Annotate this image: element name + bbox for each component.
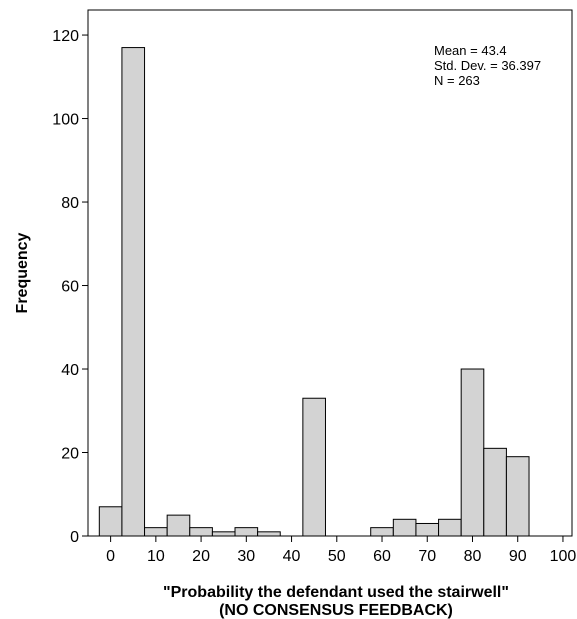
y-axis-title: Frequency xyxy=(14,232,31,313)
histogram-bar xyxy=(121,47,146,537)
y-tick-label: 60 xyxy=(61,279,79,296)
histogram-bar xyxy=(166,514,191,537)
histogram-bar xyxy=(460,368,485,537)
stat-mean: Mean = 43.4 xyxy=(434,43,507,58)
x-tick-label: 90 xyxy=(509,548,527,565)
plot-frame xyxy=(87,9,573,537)
histogram-bar xyxy=(505,456,530,537)
histogram-bar xyxy=(234,527,259,537)
axes-group xyxy=(87,9,573,537)
x-tick-label: 70 xyxy=(418,548,436,565)
histogram-bar xyxy=(98,506,123,537)
x-tick-label: 10 xyxy=(147,548,165,565)
x-tick-label: 0 xyxy=(106,548,115,565)
x-tick-label: 30 xyxy=(237,548,255,565)
histogram-bar xyxy=(392,518,417,537)
y-tick-label: 100 xyxy=(52,112,79,129)
x-tick-label: 60 xyxy=(373,548,391,565)
histogram-bar xyxy=(144,527,168,537)
bars-group xyxy=(98,47,530,537)
histogram-bar xyxy=(211,531,236,537)
histogram-bar xyxy=(483,447,507,537)
x-tick-label: 50 xyxy=(328,548,346,565)
stat-n: N = 263 xyxy=(434,73,480,88)
histogram-bar xyxy=(257,531,281,537)
histogram-bar xyxy=(415,522,440,537)
stat-std-dev: Std. Dev. = 36.397 xyxy=(434,58,541,73)
x-tick-label: 100 xyxy=(550,548,577,565)
histogram-bar xyxy=(302,397,326,537)
y-tick-label: 20 xyxy=(61,446,79,463)
x-tick-label: 40 xyxy=(283,548,301,565)
x-axis-title-line2: (NO CONSENSUS FEEDBACK) xyxy=(219,602,453,619)
x-tick-label: 80 xyxy=(464,548,482,565)
ticks-group: 0 20 40 60 80 100 120 0 10 20 30 40 50 60 70 80 90 100 xyxy=(52,28,576,565)
y-tick-label: 40 xyxy=(61,362,79,379)
y-tick-label: 120 xyxy=(52,28,79,45)
y-tick-label: 80 xyxy=(61,195,79,212)
x-tick-label: 20 xyxy=(192,548,210,565)
histogram-bar xyxy=(438,518,462,537)
y-tick-label: 0 xyxy=(70,529,79,546)
histogram-bar xyxy=(189,527,213,537)
histogram-bar xyxy=(370,527,394,537)
x-axis-title-line1: "Probability the defendant used the stai… xyxy=(163,584,509,601)
